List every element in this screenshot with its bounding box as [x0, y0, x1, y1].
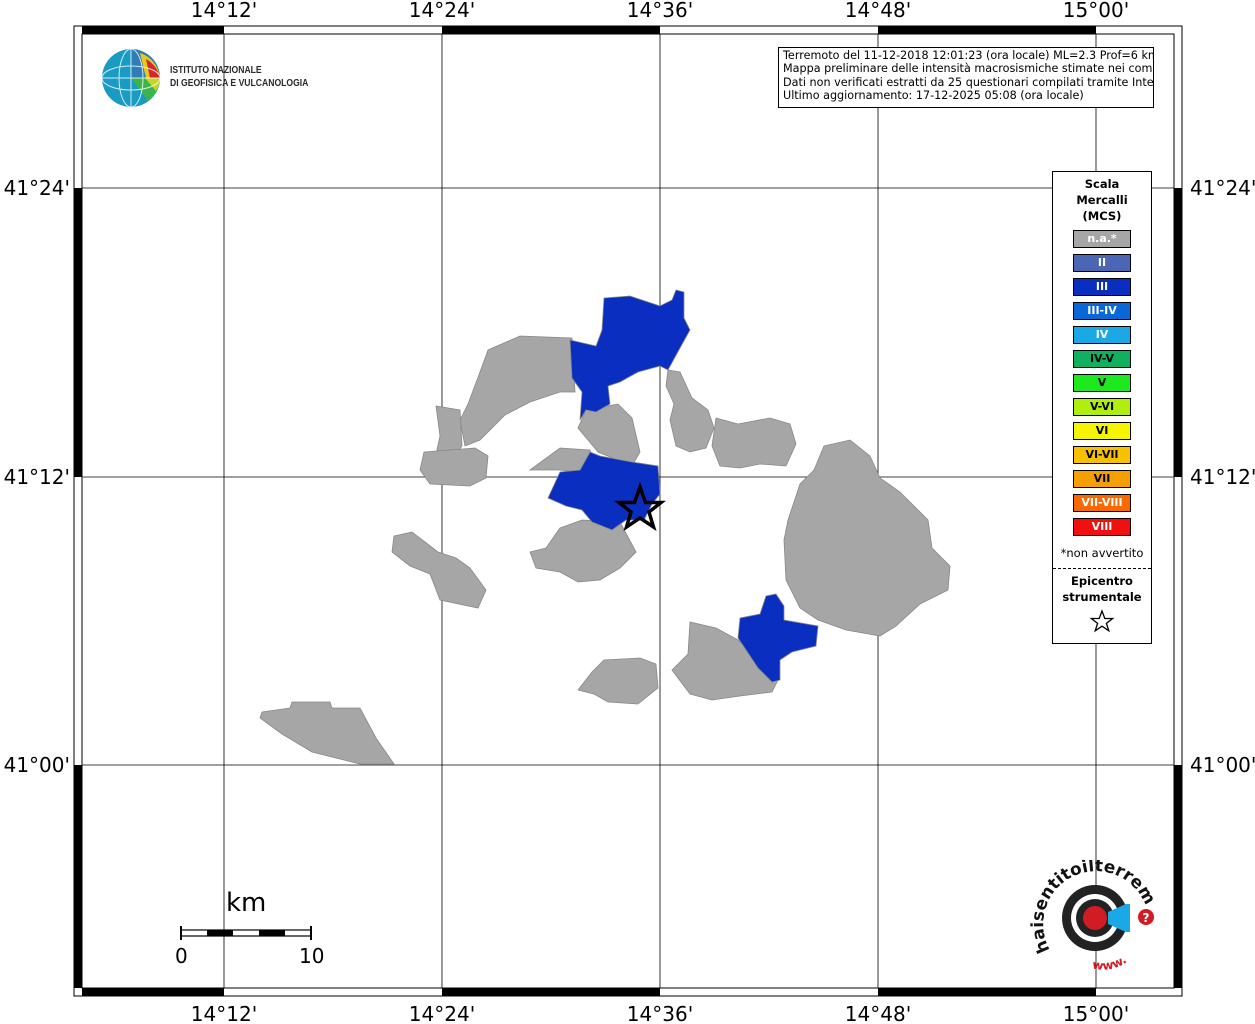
ingv-logo-icon: [101, 48, 161, 108]
mcs-legend: Scala Mercalli (MCS) n.a.* II III III-IV IV I…: [1052, 171, 1152, 644]
lon-label: 14°24': [409, 1002, 475, 1024]
legend-item: IV: [1073, 326, 1131, 344]
legend-item: V-VI: [1073, 398, 1131, 416]
lon-label: 14°36': [627, 1002, 693, 1024]
municipality-na: [435, 405, 463, 457]
legend-item: III-IV: [1073, 302, 1131, 320]
haisentito-logo-icon: haisentitoilterremoto.it www. ?: [1030, 860, 1159, 973]
lon-label: 14°48': [845, 0, 911, 22]
municipality-na: [577, 657, 659, 705]
event-info-line: Mappa preliminare delle intensità macros…: [783, 62, 1154, 76]
event-info-box: Terremoto del 11-12-2018 12:01:23 (ora l…: [778, 47, 1154, 108]
lon-label: 14°12': [191, 1002, 257, 1024]
lat-label: 41°12': [4, 465, 70, 489]
lat-label: 41°12': [1190, 465, 1255, 489]
legend-epicenter-label: Epicentro strumentale: [1062, 574, 1142, 604]
longitude-labels-top: 14°12' 14°24' 14°36' 14°48' 15°00': [191, 0, 1129, 22]
municipality-intensity-III: [737, 593, 819, 683]
municipality-na: [459, 335, 576, 447]
scale-bar: [180, 926, 312, 940]
lon-label: 14°12': [191, 0, 257, 22]
legend-item: II: [1073, 254, 1131, 272]
legend-item: VI-VII: [1073, 446, 1131, 464]
lat-label: 41°00': [1190, 753, 1255, 777]
lat-label: 41°00': [4, 753, 70, 777]
lat-label: 41°24': [1190, 176, 1255, 200]
municipalities: [259, 289, 951, 765]
municipality-na: [391, 531, 487, 609]
legend-note: *non avvertito: [1060, 546, 1144, 560]
event-info-line: Dati non verificati estratti da 25 quest…: [783, 75, 1154, 89]
scale-min-label: 0: [175, 944, 188, 968]
epicenter-star: [613, 481, 667, 532]
legend-item: VII-VIII: [1073, 494, 1131, 512]
lon-label: 15°00': [1063, 0, 1129, 22]
brand-sub: www.: [1091, 953, 1129, 973]
lon-label: 14°24': [409, 0, 475, 22]
municipality-na: [259, 701, 395, 765]
lon-label: 14°36': [627, 0, 693, 22]
legend-title: Scala Mercalli (MCS): [1076, 177, 1128, 223]
legend-item: VI: [1073, 422, 1131, 440]
event-info-line: Terremoto del 11-12-2018 12:01:23 (ora l…: [783, 49, 1154, 62]
legend-divider: [1053, 568, 1151, 569]
lon-label: 14°48': [845, 1002, 911, 1024]
ingv-logo-text: ISTITUTO NAZIONALE DI GEOFISICA E VULCAN…: [170, 64, 309, 89]
legend-item: VIII: [1073, 518, 1131, 536]
svg-text:www.: www.: [1091, 953, 1129, 973]
legend-item: III: [1073, 278, 1131, 296]
legend-item: V: [1073, 374, 1131, 392]
municipality-intensity-III: [569, 289, 691, 421]
municipality-na: [671, 621, 779, 701]
longitude-labels-bottom: 14°12' 14°24' 14°36' 14°48' 15°00': [191, 1002, 1129, 1024]
legend-item: IV-V: [1073, 350, 1131, 368]
legend-item: n.a.*: [1073, 230, 1131, 248]
municipality-na: [783, 439, 951, 637]
scale-unit: km: [226, 888, 267, 918]
municipality-na: [665, 369, 715, 453]
municipality-na: [419, 447, 489, 487]
lat-label: 41°24': [4, 176, 70, 200]
municipality-intensity-III: [547, 451, 661, 531]
lon-label: 15°00': [1063, 1002, 1129, 1024]
star-icon: [1089, 609, 1115, 633]
event-info-line: Ultimo aggiornamento: 17-12-2025 05:08 (…: [783, 88, 1084, 102]
svg-text:?: ?: [1143, 911, 1150, 925]
latitude-labels-right: 41°24' 41°12' 41°00': [1190, 176, 1255, 777]
legend-item: VII: [1073, 470, 1131, 488]
scale-max-label: 10: [299, 944, 325, 968]
latitude-labels-left: 41°24' 41°12' 41°00': [4, 176, 70, 777]
municipality-na: [711, 417, 797, 469]
